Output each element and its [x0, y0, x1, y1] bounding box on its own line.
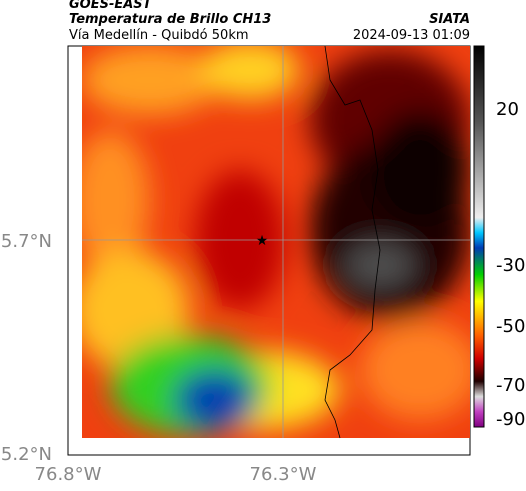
lat-tick-label: 5.2°N: [1, 444, 52, 465]
colorbar-tick-label: -30: [496, 255, 525, 276]
lon-tick-label: 76.8°W: [35, 464, 102, 485]
colorbar-tick-label: 20: [496, 99, 519, 120]
source: GOES-EAST: [69, 0, 152, 12]
colorbar-tick-label: -50: [496, 316, 525, 337]
org: SIATA: [429, 12, 470, 27]
datetime: 2024-09-13 01:09: [352, 28, 470, 43]
location-star: ★: [256, 233, 269, 249]
colorbar-tick-label: -70: [496, 375, 525, 396]
lon-tick-label: 76.3°W: [250, 464, 317, 485]
satellite-image: [82, 46, 470, 438]
subtitle: Vía Medellín - Quibdó 50km: [69, 28, 249, 43]
colorbar: [473, 45, 485, 428]
border-line: [324, 45, 381, 439]
lat-tick-label: 5.7°N: [1, 231, 52, 252]
title: Temperatura de Brillo CH13: [69, 12, 272, 27]
colorbar-tick-label: -90: [496, 409, 525, 430]
